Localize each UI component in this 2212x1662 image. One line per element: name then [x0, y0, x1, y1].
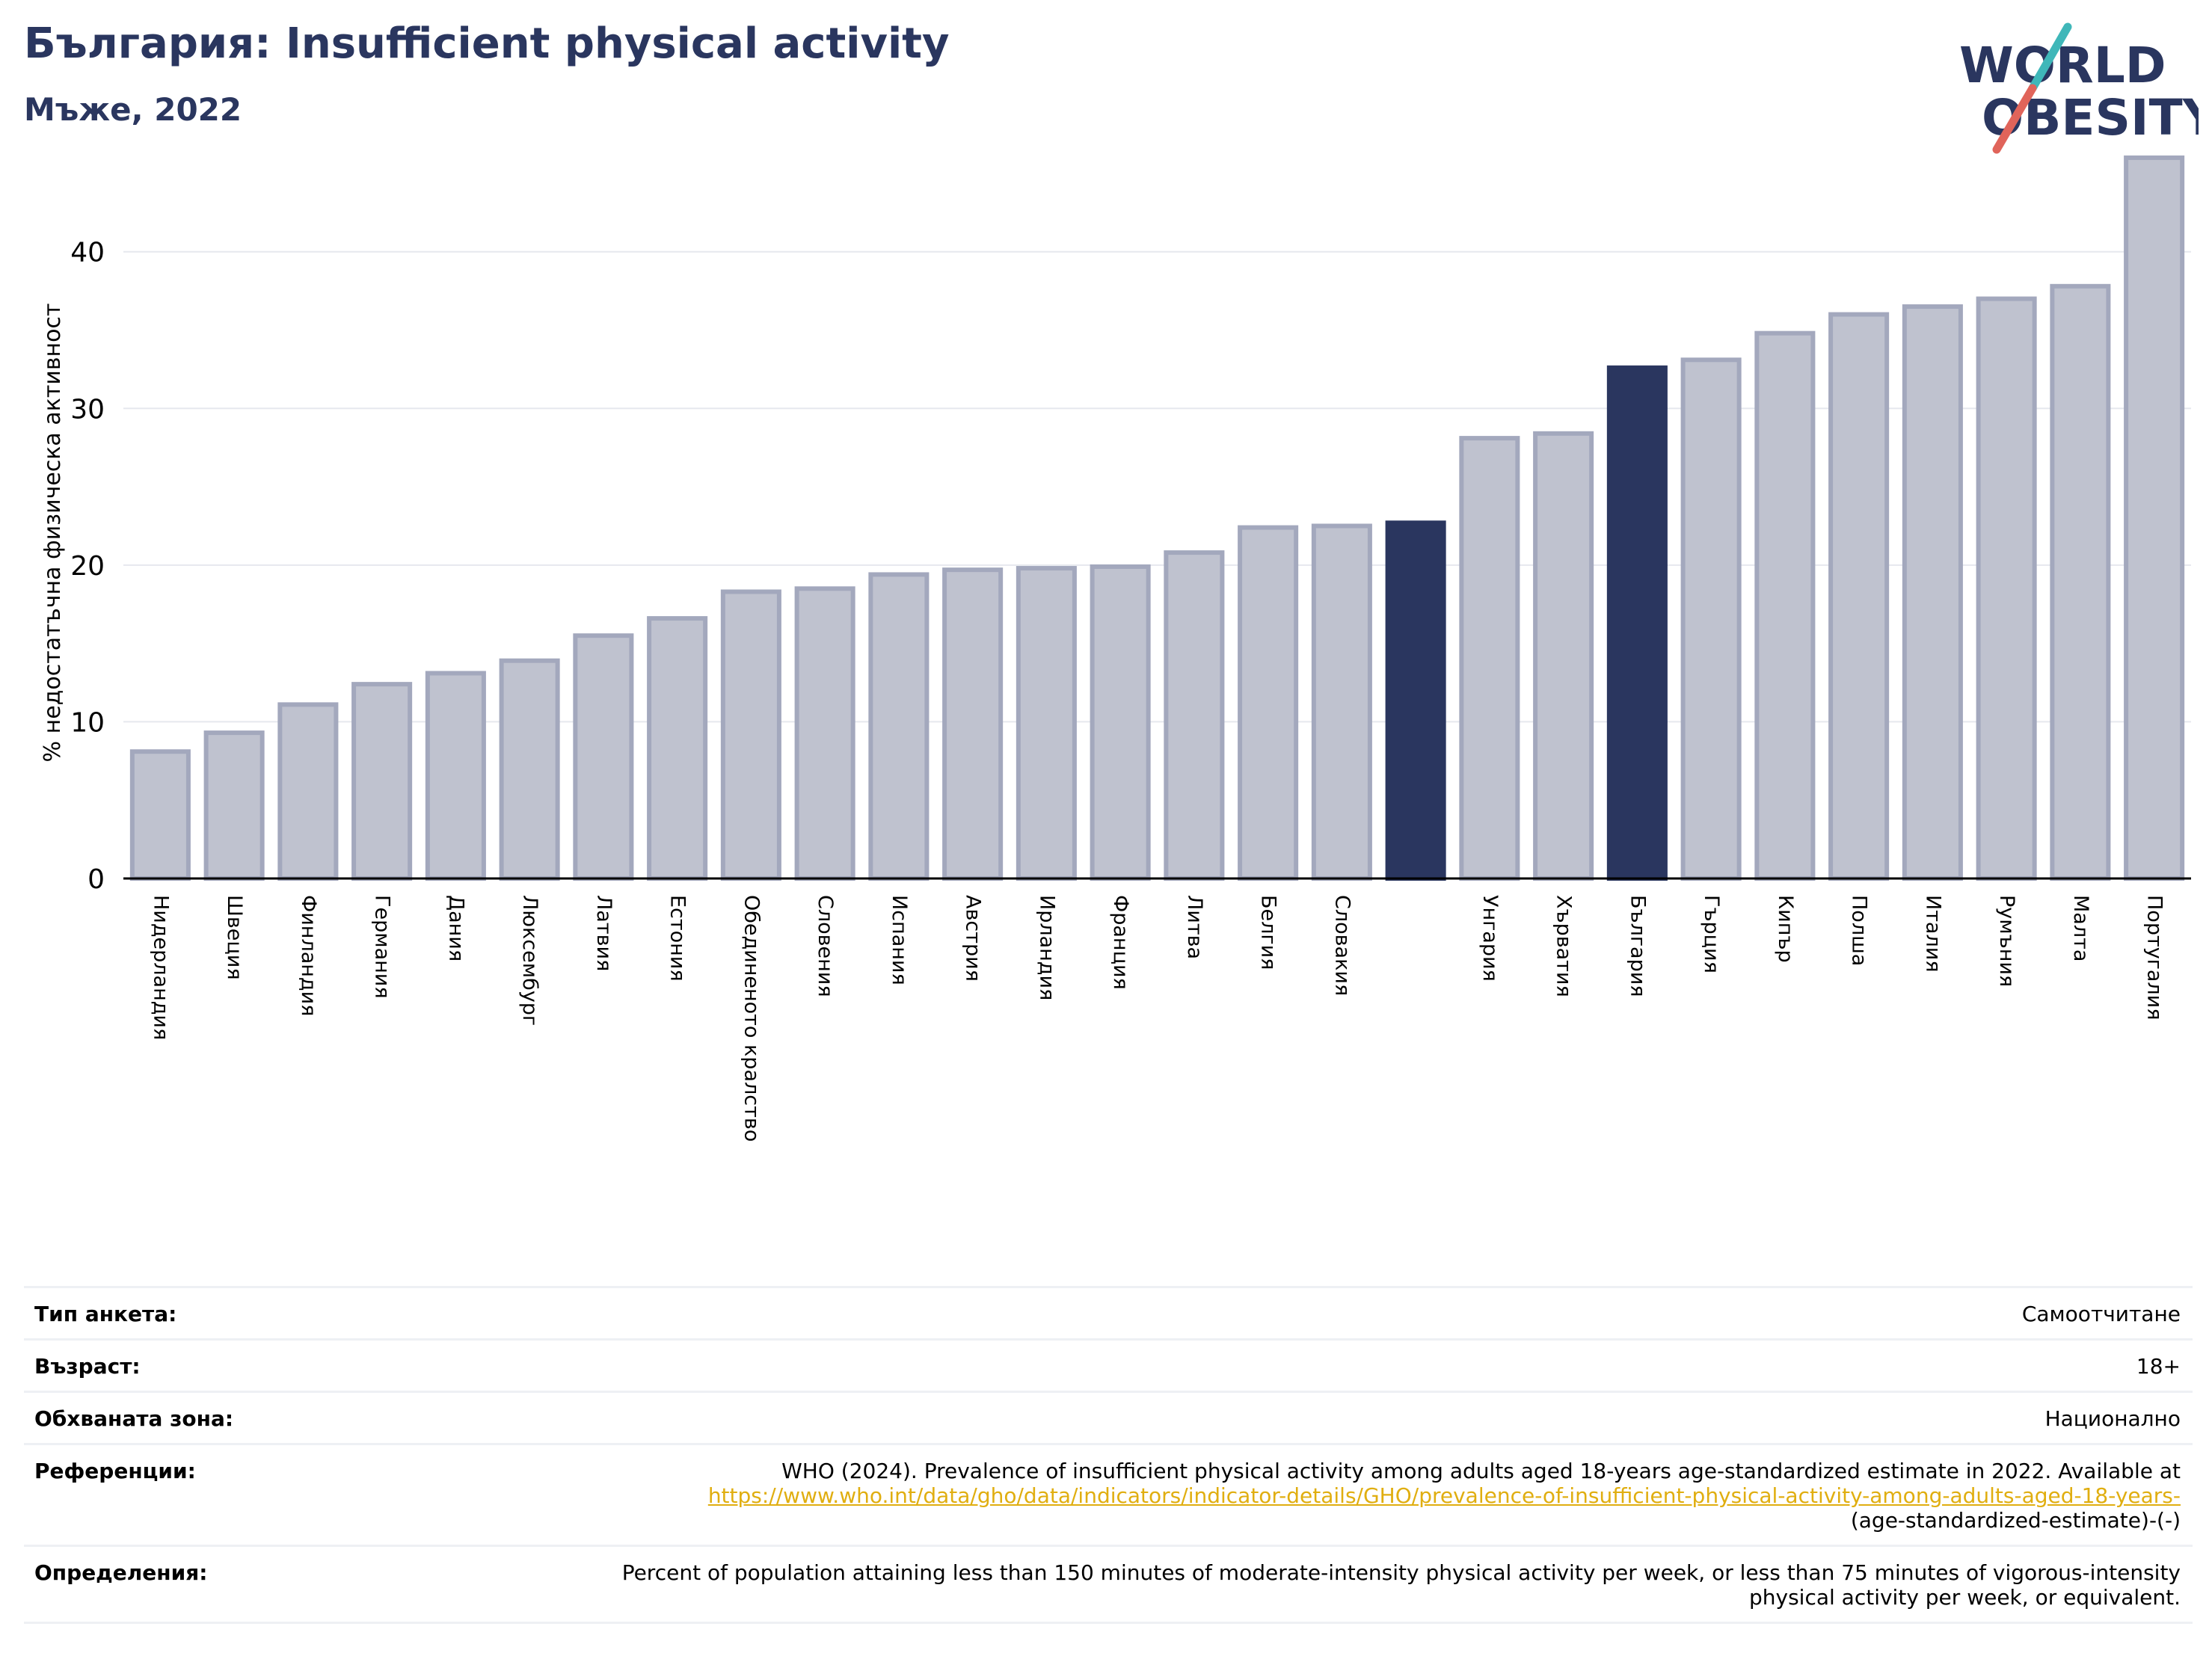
- info-label: Обхваната зона:: [34, 1406, 234, 1431]
- info-value: Национално: [2044, 1406, 2181, 1431]
- info-value: Percent of population attaining less tha…: [621, 1560, 2181, 1610]
- info-label: Възраст:: [34, 1354, 141, 1379]
- bar: [794, 586, 855, 881]
- x-tick-label: Франция: [1109, 895, 1132, 990]
- x-tick-label: Австрия: [962, 895, 985, 982]
- bar: [203, 730, 265, 881]
- x-tick-label: Португалия: [2143, 895, 2166, 1020]
- bar: [720, 589, 781, 881]
- bar: [1238, 525, 1299, 881]
- x-tick-label: Дания: [444, 895, 467, 961]
- chart-title: България: Insufficient physical activity: [24, 19, 950, 68]
- y-tick-label: 0: [87, 864, 105, 895]
- x-tick-label: Обединеното кралство: [740, 895, 763, 1142]
- bar: [129, 749, 191, 881]
- info-value: 18+: [2136, 1354, 2181, 1379]
- x-tick-label: Латвия: [592, 895, 615, 971]
- world-obesity-logo: WORLD OBESITY: [1959, 22, 2199, 154]
- chart-subtitle: Мъже, 2022: [24, 91, 242, 128]
- bar: [499, 658, 560, 881]
- y-tick-label: 10: [70, 707, 105, 738]
- bar: [1164, 550, 1225, 881]
- x-tick-label: Белгия: [1257, 895, 1280, 970]
- bar: [942, 567, 1004, 881]
- x-tick-label: Италия: [1921, 895, 1944, 973]
- bar: [351, 682, 413, 881]
- logo-slash-teal: [2028, 22, 2072, 93]
- info-table: Тип анкета: Самоотчитане Възраст: 18+ Об…: [24, 1286, 2193, 1624]
- x-tick-label: Естония: [666, 895, 689, 982]
- x-tick-label: Полша: [1848, 895, 1871, 966]
- x-tick-label: Ирландия: [1035, 895, 1058, 1000]
- x-tick-label: Словакия: [1330, 895, 1354, 996]
- x-tick-label: Словения: [814, 895, 837, 997]
- reference-link[interactable]: https://www.who.int/data/gho/data/indica…: [707, 1483, 2181, 1508]
- bar: [1016, 566, 1077, 881]
- info-label: Референции:: [34, 1459, 196, 1483]
- bar: [425, 671, 486, 881]
- bar-chart: 0 10 20 30 40 % недостатъчна физическа активн…: [40, 155, 2191, 1142]
- x-tick-label: Кипър: [1774, 895, 1797, 963]
- x-tick-label: Швеция: [223, 895, 246, 980]
- info-value: WHO (2024). Prevalence of insufficient p…: [24, 1445, 2193, 1545]
- x-tick-label: България: [1626, 895, 1649, 997]
- bar: [1680, 357, 1742, 881]
- bar: [1902, 304, 1963, 881]
- bar: [1828, 312, 1890, 881]
- info-row-area: Обхваната зона: Национално: [24, 1391, 2193, 1443]
- x-tick-label: Германия: [371, 895, 394, 999]
- bar: [2124, 155, 2185, 881]
- bar: [647, 616, 708, 881]
- bar: [1606, 365, 1668, 881]
- x-tick-label: Малта: [2069, 895, 2092, 961]
- x-tick-label: Нидерландия: [149, 895, 172, 1040]
- bar: [1459, 436, 1520, 881]
- y-tick-label: 30: [70, 394, 105, 425]
- bar: [1976, 296, 2037, 881]
- bar: [277, 702, 339, 881]
- x-tick-label: Финландия: [297, 895, 320, 1016]
- reference-text: WHO (2024). Prevalence of insufficient p…: [781, 1459, 2181, 1483]
- x-tick-label: Хърватия: [1552, 895, 1576, 997]
- bar: [1311, 523, 1372, 881]
- x-tick-label: Гърция: [1700, 895, 1723, 973]
- x-tick-label: Испания: [888, 895, 911, 985]
- bar: [2050, 283, 2111, 881]
- y-tick-label: 40: [70, 238, 105, 268]
- bar: [1090, 564, 1151, 881]
- bar: [1385, 520, 1446, 881]
- info-row-definitions: Определения: Percent of population attai…: [24, 1545, 2193, 1624]
- x-tick-label: Литва: [1183, 895, 1206, 959]
- info-value: Самоотчитане: [2021, 1302, 2181, 1326]
- info-row-references: Референции: WHO (2024). Prevalence of in…: [24, 1443, 2193, 1545]
- x-tick-label: Румъния: [1995, 895, 2018, 987]
- info-row-survey-type: Тип анкета: Самоотчитане: [24, 1286, 2193, 1338]
- info-row-age: Възраст: 18+: [24, 1338, 2193, 1391]
- logo-slash-red: [1992, 84, 2037, 154]
- bar: [1533, 431, 1594, 881]
- bar: [868, 572, 930, 881]
- y-axis-label: % недостатъчна физическа активност: [40, 304, 66, 763]
- x-tick-label: Люксембург: [518, 895, 541, 1026]
- x-tick-label: Унгария: [1478, 895, 1502, 982]
- info-label: Определения:: [34, 1560, 208, 1585]
- bar: [1754, 330, 1816, 881]
- reference-tail: (age-standardized-estimate)-(-): [1850, 1508, 2181, 1533]
- bar: [573, 633, 634, 881]
- logo-text-world: WORLD: [1959, 37, 2166, 94]
- y-tick-label: 20: [70, 551, 105, 582]
- info-label: Тип анкета:: [34, 1302, 177, 1326]
